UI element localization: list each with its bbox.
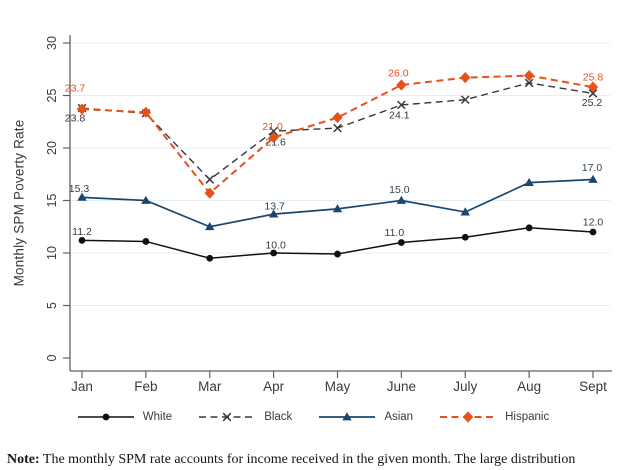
circle-marker-icon [78,237,86,244]
point-label: 15.3 [69,183,90,195]
y-tick-label: 0 [45,354,59,361]
legend-item-black: Black [198,410,292,424]
x-marker-icon [397,100,406,110]
note-text: The monthly SPM rate accounts for income… [39,452,576,467]
x-marker-icon [460,95,470,105]
series-hispanic: 23.7 21.0 26.0 25.8 [65,68,604,199]
x-marker-icon [205,175,215,184]
x-tick-label: Aug [517,379,541,394]
triangle-marker-icon [141,195,151,204]
triangle-marker-icon [332,204,343,213]
hispanic-series-sample-icon [440,411,497,423]
legend-item-asian: Asian [318,410,413,424]
x-tick-label: Apr [263,379,285,394]
point-label: 10.0 [265,240,286,252]
legend-item-white: White [77,410,172,424]
series-black: 23.821.624.125.2 [65,78,603,184]
circle-marker-icon [525,224,533,232]
x-tick-label: Jan [71,379,93,394]
diamond-marker-icon [462,411,474,423]
circle-marker-icon [334,250,341,258]
triangle-marker-icon [524,177,534,187]
circle-marker-icon [589,228,597,236]
x-tick-label: May [325,379,351,394]
y-tick-label: 20 [45,141,59,155]
diamond-marker-icon [140,106,152,118]
y-tick-label: 25 [45,89,59,103]
x-tick-label: Sept [579,379,607,394]
point-label: 13.7 [264,201,285,213]
legend-label-white: White [142,411,173,423]
y-tick-label: 5 [45,302,59,309]
black-series-sample-icon [199,412,256,422]
circle-marker-icon [270,249,278,257]
point-label: 23.8 [65,113,86,125]
triangle-marker-icon [460,207,470,216]
y-tick-label: 30 [45,36,59,50]
triangle-marker-icon [588,174,598,183]
note-prefix: Note: [7,452,40,467]
diamond-marker-icon [204,187,215,199]
series-line-black [81,82,594,181]
white-series-sample-icon [77,413,134,421]
diamond-marker-icon [332,111,343,124]
legend-label-asian: Asian [384,411,414,423]
circle-marker-icon [461,233,469,241]
x-marker-icon [269,126,278,136]
point-label: 15.0 [389,184,410,196]
y-tick-label: 15 [45,194,59,208]
point-label: 17.0 [582,162,603,174]
diamond-marker-icon [268,131,279,144]
point-label: 11.0 [385,227,405,239]
x-marker-icon [588,89,598,98]
point-label: 25.8 [583,72,604,84]
circle-marker-icon [142,238,150,245]
series-line-hispanic [81,74,594,195]
chart-legend: White Black Asian Hispanic [0,404,626,430]
figure-note: Note: The monthly SPM rate accounts for … [7,452,621,469]
circle-marker-icon [206,254,214,262]
x-tick-label: Feb [134,379,157,394]
series-white: 11.2 10.0 11.0 12.0 [72,217,603,262]
legend-label-hispanic: Hispanic [505,411,550,423]
point-label: 12.0 [583,217,604,229]
legend-item-hispanic: Hispanic [439,410,549,424]
circle-marker-icon [102,413,110,421]
point-label: 23.7 [65,83,86,95]
point-label: 25.2 [582,97,603,109]
x-tick-label: Mar [198,379,222,394]
triangle-marker-icon [77,192,87,201]
asian-series-sample-icon [319,412,376,421]
point-label: 26.0 [388,68,409,80]
diamond-marker-icon [587,81,599,93]
x-marker-icon [524,78,534,88]
triangle-marker-icon [342,412,353,421]
diamond-marker-icon [76,103,88,115]
triangle-marker-icon [396,195,407,204]
diamond-marker-icon [523,69,535,82]
y-tick-label: 10 [45,246,59,260]
triangle-marker-icon [268,209,279,218]
series-asian: 15.3 13.7 15.0 17.0 [69,162,603,231]
diamond-marker-icon [460,72,471,84]
point-label: 21.0 [262,121,283,133]
x-marker-icon [333,123,342,133]
point-label: 11.2 [72,226,92,238]
legend-label-black: Black [264,411,293,423]
circle-marker-icon [397,239,405,246]
line-chart: 0 5 10 15 20 25 30 Jan Feb Mar Apr May June July Aug Se… [45,35,612,394]
point-label: 24.1 [389,109,410,121]
diamond-marker-icon [396,79,407,91]
triangle-marker-icon [205,221,215,231]
series-line-asian [81,178,594,228]
x-tick-label: July [453,379,477,394]
x-marker-icon [222,412,232,422]
y-axis-title: Monthly SPM Poverty Rate [11,119,27,287]
x-tick-label: June [387,379,416,394]
